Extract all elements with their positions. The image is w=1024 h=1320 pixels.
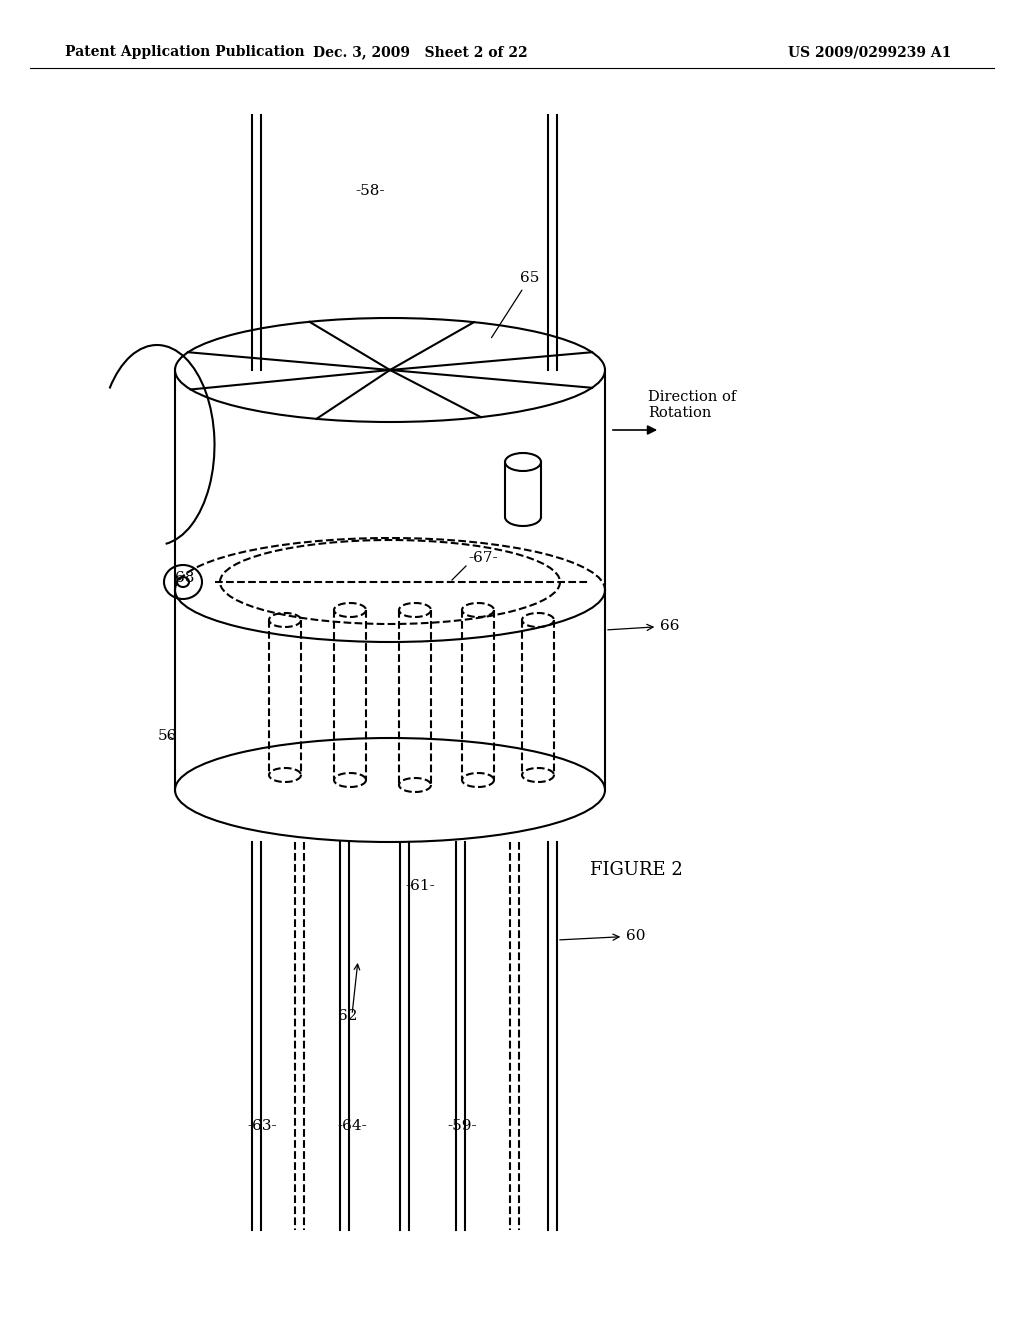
Text: -64-: -64- (337, 1119, 367, 1133)
Text: 65: 65 (492, 271, 540, 338)
Text: 66: 66 (608, 619, 680, 634)
Text: -59-: -59- (447, 1119, 477, 1133)
Text: 56: 56 (158, 729, 177, 743)
Text: 62: 62 (338, 1008, 357, 1023)
Text: US 2009/0299239 A1: US 2009/0299239 A1 (788, 45, 951, 59)
Text: -58-: -58- (355, 183, 385, 198)
Text: 60: 60 (560, 929, 645, 942)
Text: Direction of
Rotation: Direction of Rotation (648, 389, 736, 420)
Text: -63-: -63- (247, 1119, 276, 1133)
Text: 68: 68 (175, 572, 195, 585)
Text: -61-: -61- (406, 879, 435, 894)
Text: Patent Application Publication: Patent Application Publication (65, 45, 304, 59)
Text: Dec. 3, 2009   Sheet 2 of 22: Dec. 3, 2009 Sheet 2 of 22 (312, 45, 527, 59)
Text: FIGURE 2: FIGURE 2 (590, 861, 683, 879)
Text: -67-: -67- (468, 550, 498, 565)
